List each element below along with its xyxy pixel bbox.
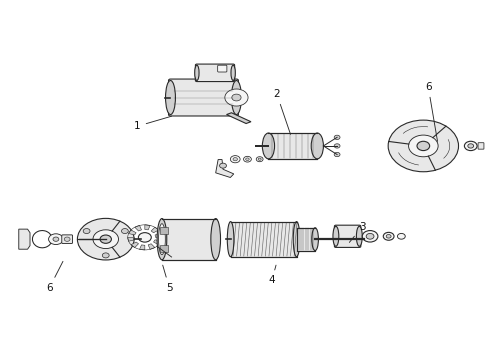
Polygon shape [226, 113, 251, 123]
Circle shape [77, 219, 134, 260]
Circle shape [334, 144, 340, 148]
Text: 5: 5 [163, 265, 172, 293]
FancyBboxPatch shape [231, 222, 296, 257]
Ellipse shape [211, 219, 220, 260]
Circle shape [409, 135, 438, 157]
Circle shape [53, 237, 59, 241]
FancyBboxPatch shape [218, 65, 227, 72]
Circle shape [258, 158, 261, 160]
Circle shape [386, 234, 391, 238]
Circle shape [102, 253, 109, 258]
Polygon shape [151, 227, 159, 233]
FancyBboxPatch shape [196, 64, 235, 82]
Polygon shape [140, 245, 145, 250]
Ellipse shape [356, 226, 362, 246]
Circle shape [465, 141, 477, 150]
Ellipse shape [231, 81, 242, 114]
Polygon shape [145, 225, 150, 230]
Circle shape [244, 156, 251, 162]
Polygon shape [128, 237, 135, 241]
Text: 4: 4 [269, 265, 276, 285]
Circle shape [362, 230, 378, 242]
FancyBboxPatch shape [334, 225, 361, 247]
Ellipse shape [159, 224, 165, 255]
Circle shape [100, 235, 111, 243]
Circle shape [122, 229, 128, 234]
Ellipse shape [312, 228, 318, 251]
Polygon shape [128, 230, 136, 235]
Ellipse shape [293, 222, 300, 257]
Circle shape [49, 234, 63, 244]
Circle shape [64, 237, 70, 241]
Ellipse shape [195, 65, 199, 81]
Circle shape [397, 233, 405, 239]
FancyBboxPatch shape [160, 226, 168, 234]
FancyBboxPatch shape [269, 133, 318, 159]
FancyBboxPatch shape [478, 143, 484, 149]
Circle shape [233, 158, 238, 161]
Circle shape [366, 233, 374, 239]
Circle shape [334, 135, 340, 139]
Text: 6: 6 [425, 82, 438, 141]
Text: 2: 2 [273, 89, 291, 134]
Polygon shape [153, 240, 161, 245]
Ellipse shape [311, 133, 323, 159]
Ellipse shape [333, 226, 339, 246]
Ellipse shape [166, 81, 175, 114]
Ellipse shape [262, 133, 274, 159]
Circle shape [138, 233, 151, 242]
Circle shape [256, 157, 263, 162]
Polygon shape [135, 225, 142, 231]
Circle shape [225, 89, 248, 106]
Circle shape [220, 163, 226, 168]
Circle shape [232, 94, 241, 101]
Circle shape [383, 232, 394, 240]
FancyBboxPatch shape [296, 228, 315, 251]
Circle shape [230, 156, 240, 163]
Ellipse shape [157, 219, 167, 260]
Circle shape [334, 152, 340, 157]
Circle shape [245, 158, 249, 161]
Polygon shape [19, 229, 30, 249]
Polygon shape [148, 244, 155, 249]
Ellipse shape [231, 65, 235, 81]
FancyBboxPatch shape [160, 245, 168, 252]
Circle shape [468, 144, 474, 148]
FancyBboxPatch shape [62, 235, 73, 243]
Text: 1: 1 [134, 116, 172, 131]
Polygon shape [131, 242, 139, 248]
Circle shape [417, 141, 430, 150]
Circle shape [93, 230, 119, 248]
Polygon shape [155, 234, 162, 237]
Text: 6: 6 [46, 261, 63, 293]
Circle shape [83, 229, 90, 234]
Polygon shape [216, 159, 234, 177]
FancyBboxPatch shape [162, 219, 216, 260]
Ellipse shape [227, 222, 234, 257]
Text: 3: 3 [349, 222, 366, 242]
FancyBboxPatch shape [169, 79, 239, 116]
Circle shape [388, 120, 459, 172]
